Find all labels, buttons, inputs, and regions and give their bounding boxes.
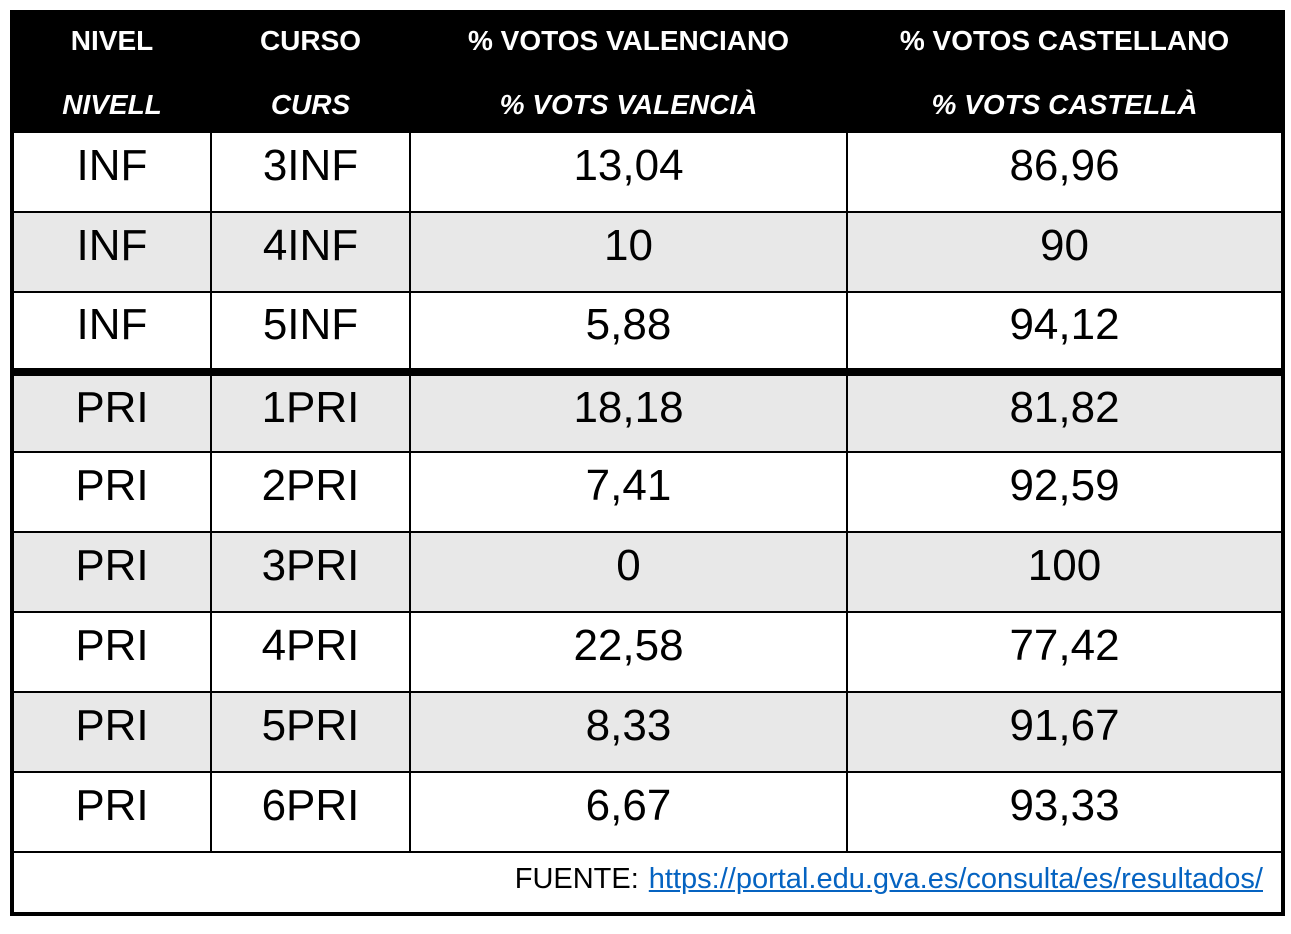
cell-curso: 4INF (210, 211, 411, 293)
cell-curso: 3INF (210, 131, 411, 213)
cell-curso: 1PRI (210, 368, 411, 453)
table-row: INF 3INF 13,04 86,96 (11, 131, 1284, 213)
table-row: PRI 4PRI 22,58 77,42 (11, 611, 1284, 693)
cell-castellano: 90 (846, 211, 1284, 293)
votes-results-table: NIVEL NIVELL CURSO CURS % VOTOS VALENCIA… (10, 10, 1285, 916)
source-cell: FUENTE: https://portal.edu.gva.es/consult… (11, 851, 1284, 915)
table-row: PRI 2PRI 7,41 92,59 (11, 451, 1284, 533)
cell-curso: 2PRI (210, 451, 411, 533)
header-cell-nivel: NIVEL NIVELL (11, 11, 212, 133)
cell-nivel: PRI (11, 691, 212, 773)
cell-valenciano: 8,33 (409, 691, 848, 773)
header-cell-votos-castellano: % VOTOS CASTELLANO % VOTS CASTELLÀ (846, 11, 1284, 133)
cell-nivel: PRI (11, 611, 212, 693)
table-row: PRI 6PRI 6,67 93,33 (11, 771, 1284, 853)
cell-valenciano: 7,41 (409, 451, 848, 533)
cell-valenciano: 13,04 (409, 131, 848, 213)
cell-curso: 4PRI (210, 611, 411, 693)
footer-row: FUENTE: https://portal.edu.gva.es/consult… (11, 851, 1284, 915)
table-row: INF 4INF 10 90 (11, 211, 1284, 293)
cell-castellano: 93,33 (846, 771, 1284, 853)
cell-valenciano: 6,67 (409, 771, 848, 853)
cell-castellano: 91,67 (846, 691, 1284, 773)
header-label-es: % VOTOS VALENCIANO (467, 24, 789, 56)
header-label-va: NIVELL (62, 88, 162, 120)
source-label: FUENTE: (514, 863, 639, 895)
cell-nivel: PRI (11, 771, 212, 853)
header-label-va: % VOTS CASTELLÀ (931, 88, 1198, 120)
header-label-es: % VOTOS CASTELLANO (899, 24, 1230, 56)
cell-valenciano: 10 (409, 211, 848, 293)
source-link[interactable]: https://portal.edu.gva.es/consulta/es/re… (648, 863, 1263, 895)
cell-nivel: INF (11, 131, 212, 213)
cell-castellano: 100 (846, 531, 1284, 613)
table-row: PRI 3PRI 0 100 (11, 531, 1284, 613)
table-row: PRI 5PRI 8,33 91,67 (11, 691, 1284, 773)
header-cell-votos-valenciano: % VOTOS VALENCIANO % VOTS VALENCIÀ (409, 11, 848, 133)
header-label-es: NIVEL (70, 24, 154, 56)
cell-nivel: INF (11, 291, 212, 373)
cell-curso: 3PRI (210, 531, 411, 613)
cell-valenciano: 22,58 (409, 611, 848, 693)
header-label-va: % VOTS VALENCIÀ (499, 88, 758, 120)
cell-curso: 5PRI (210, 691, 411, 773)
cell-nivel: PRI (11, 368, 212, 453)
cell-nivel: PRI (11, 531, 212, 613)
cell-castellano: 81,82 (846, 368, 1284, 453)
header-label-es: CURSO (259, 24, 362, 56)
cell-curso: 5INF (210, 291, 411, 373)
table-row: PRI 1PRI 18,18 81,82 (11, 368, 1284, 453)
cell-castellano: 94,12 (846, 291, 1284, 373)
cell-valenciano: 0 (409, 531, 848, 613)
header-cell-curso: CURSO CURS (210, 11, 411, 133)
cell-nivel: PRI (11, 451, 212, 533)
header-row: NIVEL NIVELL CURSO CURS % VOTOS VALENCIA… (11, 11, 1284, 133)
header-label-va: CURS (270, 88, 351, 120)
cell-castellano: 92,59 (846, 451, 1284, 533)
table-row: INF 5INF 5,88 94,12 (11, 291, 1284, 373)
cell-valenciano: 5,88 (409, 291, 848, 373)
cell-valenciano: 18,18 (409, 368, 848, 453)
cell-castellano: 77,42 (846, 611, 1284, 693)
cell-castellano: 86,96 (846, 131, 1284, 213)
cell-nivel: INF (11, 211, 212, 293)
cell-curso: 6PRI (210, 771, 411, 853)
